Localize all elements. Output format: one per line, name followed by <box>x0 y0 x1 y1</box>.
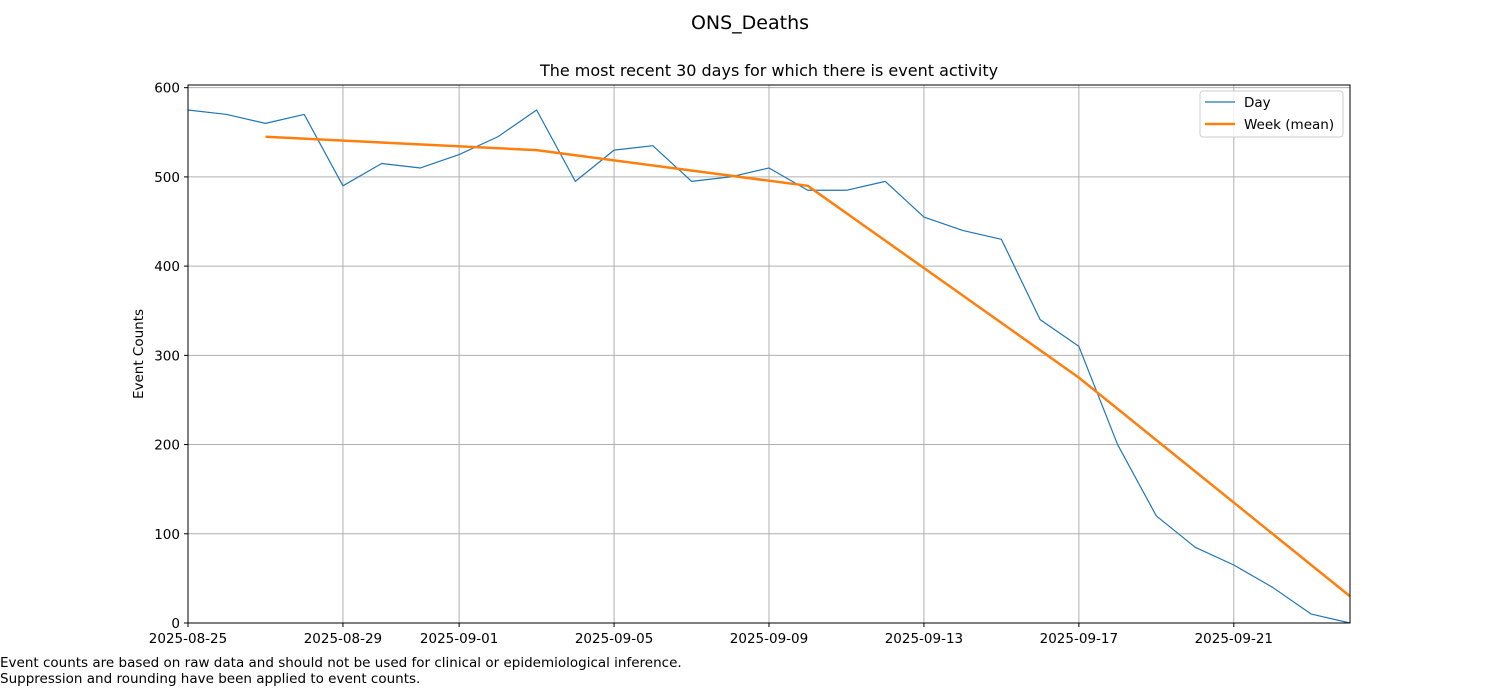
y-tick-label: 400 <box>154 259 180 275</box>
legend-week-label: Week (mean) <box>1244 117 1334 133</box>
y-axis-label: Event Counts <box>131 309 147 399</box>
x-tick-label: 2025-09-17 <box>1040 631 1118 647</box>
x-tick-label: 2025-09-05 <box>575 631 653 647</box>
chart-title: The most recent 30 days for which there … <box>539 61 998 80</box>
footnote-1: Event counts are based on raw data and s… <box>0 655 682 671</box>
suptitle: ONS_Deaths <box>691 12 809 34</box>
x-tick-label: 2025-09-09 <box>730 631 808 647</box>
x-tick-label: 2025-09-01 <box>420 631 498 647</box>
y-tick-label: 600 <box>154 81 180 97</box>
day-series-line <box>187 109 1351 624</box>
plot-frame <box>187 84 1351 624</box>
x-tick-label: 2025-09-13 <box>885 631 963 647</box>
y-tick-label: 500 <box>154 170 180 186</box>
week-mean-series-line <box>265 135 1351 598</box>
legend-day-label: Day <box>1244 95 1271 111</box>
x-tick-label: 2025-08-29 <box>304 631 382 647</box>
y-tick-label: 100 <box>154 527 180 543</box>
footnote-2: Suppression and rounding have been appli… <box>0 671 421 687</box>
x-tick-label: 2025-09-21 <box>1195 631 1273 647</box>
y-tick-label: 0 <box>171 616 180 632</box>
legend: Day Week (mean) <box>1199 90 1344 138</box>
y-tick-label: 300 <box>154 348 180 364</box>
y-tick-label: 200 <box>154 438 180 454</box>
x-tick-label: 2025-08-25 <box>149 631 227 647</box>
